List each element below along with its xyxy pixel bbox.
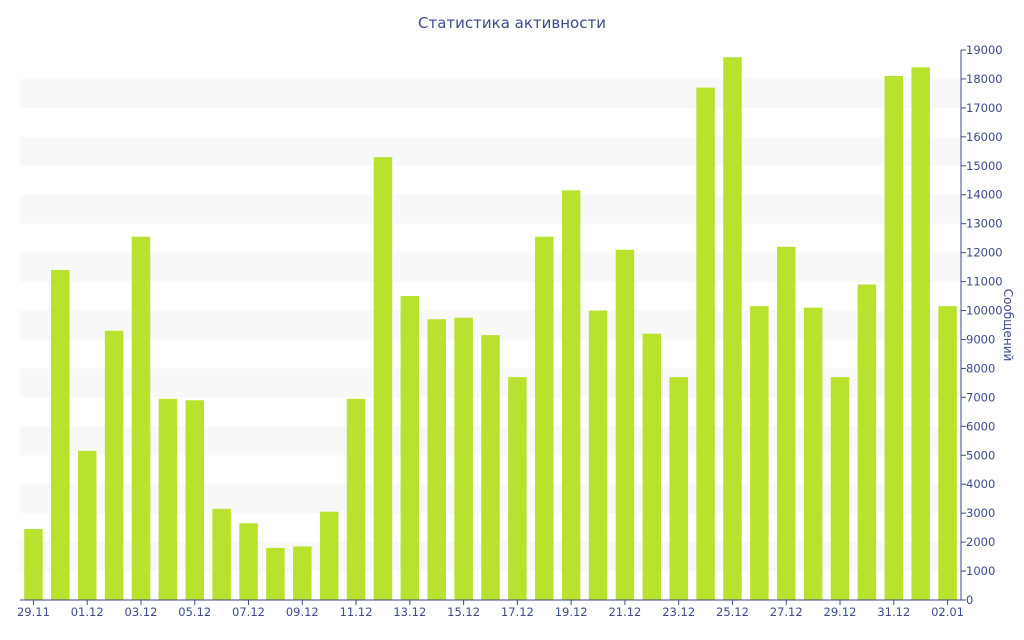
bar-27.12: [776, 246, 796, 600]
x-tick-label: 29.12: [824, 605, 857, 619]
bar-16.12: [481, 335, 500, 600]
bar-18.12: [535, 236, 554, 601]
bar-07.12: [239, 523, 258, 600]
bar-28.12: [803, 307, 823, 600]
y-tick-label: 3000: [966, 506, 995, 520]
bar-17.12: [508, 377, 527, 600]
x-tick-label: 11.12: [340, 605, 373, 619]
bar-29.11: [24, 529, 43, 600]
x-tick-label: 01.12: [71, 605, 104, 619]
y-axis-label: Сообщений: [1001, 288, 1015, 362]
y-tick-label: 10000: [966, 304, 1003, 318]
grid-band: [20, 136, 961, 166]
x-tick-label: 07.12: [232, 605, 265, 619]
y-tick-label: 17000: [966, 101, 1003, 115]
bar-05.12: [185, 400, 205, 600]
bar-19.12: [561, 190, 581, 601]
x-tick-label: 05.12: [178, 605, 211, 619]
bar-14.12: [427, 319, 446, 600]
chart-title: Статистика активности: [418, 14, 606, 32]
x-tick-label: 19.12: [555, 605, 588, 619]
bar-22.12: [642, 333, 662, 600]
bar-01.01: [911, 67, 930, 601]
y-tick-label: 13000: [966, 217, 1003, 231]
x-tick-label: 31.12: [877, 605, 910, 619]
y-tick-label: 14000: [966, 188, 1003, 202]
y-tick-label: 5000: [966, 448, 995, 462]
bar-24.12: [696, 87, 715, 600]
y-tick-label: 19000: [966, 43, 1003, 57]
bar-02.01: [938, 306, 957, 600]
y-tick-label: 15000: [966, 159, 1003, 173]
y-tick-label: 11000: [966, 275, 1003, 289]
x-tick-label: 13.12: [393, 605, 426, 619]
y-tick-label: 6000: [966, 419, 995, 433]
x-tick-label: 02.01: [931, 605, 964, 619]
y-tick-label: 2000: [966, 535, 995, 549]
bar-25.12: [723, 57, 742, 601]
bar-23.12: [669, 377, 688, 600]
y-tick-label: 0: [966, 593, 973, 607]
bar-15.12: [454, 317, 473, 600]
bar-31.12: [884, 76, 904, 601]
y-tick-label: 1000: [966, 564, 995, 578]
grid-band: [20, 78, 961, 108]
bar-06.12: [212, 508, 231, 600]
x-tick-label: 17.12: [501, 605, 534, 619]
bar-01.12: [77, 450, 97, 600]
bar-13.12: [400, 296, 420, 600]
x-tick-label: 15.12: [447, 605, 480, 619]
bar-08.12: [266, 547, 285, 600]
bar-03.12: [131, 236, 151, 601]
bar-30.12: [857, 284, 877, 600]
bar-11.12: [346, 398, 366, 600]
bar-30.11: [51, 270, 70, 600]
x-tick-label: 03.12: [125, 605, 158, 619]
y-tick-label: 8000: [966, 361, 995, 375]
bar-29.12: [830, 377, 850, 600]
x-tick-label: 23.12: [662, 605, 695, 619]
x-tick-label: 29.11: [17, 605, 50, 619]
y-tick-label: 4000: [966, 477, 995, 491]
y-tick-label: 18000: [966, 72, 1003, 86]
bar-12.12: [373, 157, 393, 600]
x-tick-label: 21.12: [608, 605, 641, 619]
bar-10.12: [319, 511, 339, 600]
x-tick-label: 09.12: [286, 605, 319, 619]
y-tick-label: 9000: [966, 332, 995, 346]
bar-02.12: [104, 330, 124, 600]
y-tick-label: 12000: [966, 246, 1003, 260]
bar-26.12: [750, 306, 769, 600]
x-tick-label: 25.12: [716, 605, 749, 619]
bar-09.12: [293, 546, 312, 600]
y-tick-label: 16000: [966, 130, 1003, 144]
bar-20.12: [588, 310, 608, 600]
bar-04.12: [158, 398, 178, 600]
grid-band: [20, 194, 961, 224]
bar-21.12: [615, 249, 635, 600]
x-tick-label: 27.12: [770, 605, 803, 619]
y-tick-label: 7000: [966, 390, 995, 404]
grid-band: [20, 252, 961, 282]
